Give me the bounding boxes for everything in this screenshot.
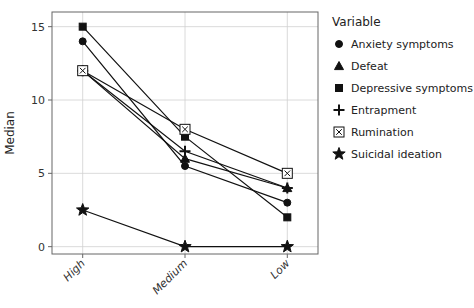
legend-label: Entrapment (351, 104, 417, 117)
legend-marker (333, 148, 345, 160)
marker-star (179, 240, 191, 252)
grid-line-x (82, 12, 83, 254)
series (77, 204, 294, 252)
x-tick-label: Low (268, 257, 293, 282)
data-point (79, 23, 86, 30)
marker-circle (336, 41, 343, 48)
marker-square (79, 23, 86, 30)
legend: Variable Anxiety symptoms Defeat Depressive… (332, 15, 473, 161)
y-tick (48, 173, 52, 174)
data-point (79, 38, 86, 45)
marker-star (77, 204, 89, 216)
data-point (281, 240, 293, 252)
marker-plus (180, 146, 191, 157)
legend-marker (336, 41, 343, 48)
x-axis: High Medium Low (61, 254, 293, 297)
marker-triangle (335, 62, 344, 70)
y-tick (48, 26, 52, 27)
data-point (282, 168, 292, 178)
marker-cross (285, 171, 291, 177)
y-tick (48, 246, 52, 247)
marker-circle (182, 163, 189, 170)
x-tick (185, 254, 186, 258)
data-point (77, 65, 88, 76)
data-point (282, 183, 293, 194)
plot-frame (52, 12, 318, 254)
x-tick-label: Medium (150, 257, 190, 297)
y-tick-label: 5 (38, 167, 45, 180)
marker-square-open (180, 124, 190, 134)
x-tick (287, 254, 288, 258)
legend-label: Suicidal ideation (351, 148, 442, 161)
data-point (284, 199, 291, 206)
legend-title: Variable (332, 15, 381, 29)
legend-marker (335, 62, 344, 70)
marker-square-open (282, 168, 292, 178)
data-point (180, 146, 191, 157)
legend-item: Rumination (334, 126, 414, 139)
legend-label: Anxiety symptoms (351, 38, 454, 51)
series (77, 65, 293, 193)
series-line (83, 71, 288, 174)
data-point (180, 124, 190, 134)
series (78, 66, 292, 191)
x-tick-label: High (61, 257, 88, 284)
marker-square (336, 85, 343, 92)
marker-cross (182, 127, 188, 133)
y-tick (48, 100, 52, 101)
legend-label: Defeat (351, 60, 389, 73)
y-tick-label: 0 (38, 241, 45, 254)
x-tick (82, 254, 83, 258)
data-point (284, 214, 291, 221)
legend-marker (334, 127, 344, 137)
legend-item: Suicidal ideation (333, 148, 442, 162)
legend-label: Depressive symptoms (351, 82, 473, 95)
series-line (83, 71, 288, 188)
data-point (77, 204, 89, 216)
data-point (179, 240, 191, 252)
y-axis-label: Median (3, 111, 17, 155)
legend-marker (334, 105, 345, 116)
marker-star (333, 148, 345, 160)
series (78, 66, 293, 179)
grid (52, 12, 318, 254)
marker-star (281, 240, 293, 252)
series-line (83, 41, 288, 202)
series-line (83, 71, 288, 188)
legend-item: Defeat (335, 60, 389, 73)
chart-container: 0 5 10 15 Median High Medium Low Variable Anxiety… (0, 0, 474, 308)
marker-plus (282, 183, 293, 194)
marker-square (284, 214, 291, 221)
marker-plus (77, 65, 88, 76)
data-point (78, 66, 88, 76)
marker-circle (79, 38, 86, 45)
legend-item: Depressive symptoms (336, 82, 474, 95)
legend-item: Entrapment (334, 104, 417, 117)
marker-cross (80, 68, 86, 74)
marker-square-open (334, 127, 344, 137)
legend-marker (336, 85, 343, 92)
y-tick-label: 10 (31, 94, 45, 107)
chart-svg: 0 5 10 15 Median High Medium Low Variable Anxiety… (0, 0, 474, 308)
y-tick-label: 15 (31, 21, 45, 34)
marker-circle (284, 199, 291, 206)
data-point (182, 163, 189, 170)
series (79, 23, 291, 221)
legend-item: Anxiety symptoms (336, 38, 454, 51)
legend-label: Rumination (351, 126, 414, 139)
marker-square-open (78, 66, 88, 76)
series (79, 38, 291, 206)
series-line (83, 27, 288, 218)
y-axis: 0 5 10 15 (31, 21, 52, 254)
marker-plus (334, 105, 345, 116)
marker-cross (336, 129, 342, 135)
data-area (77, 23, 294, 252)
